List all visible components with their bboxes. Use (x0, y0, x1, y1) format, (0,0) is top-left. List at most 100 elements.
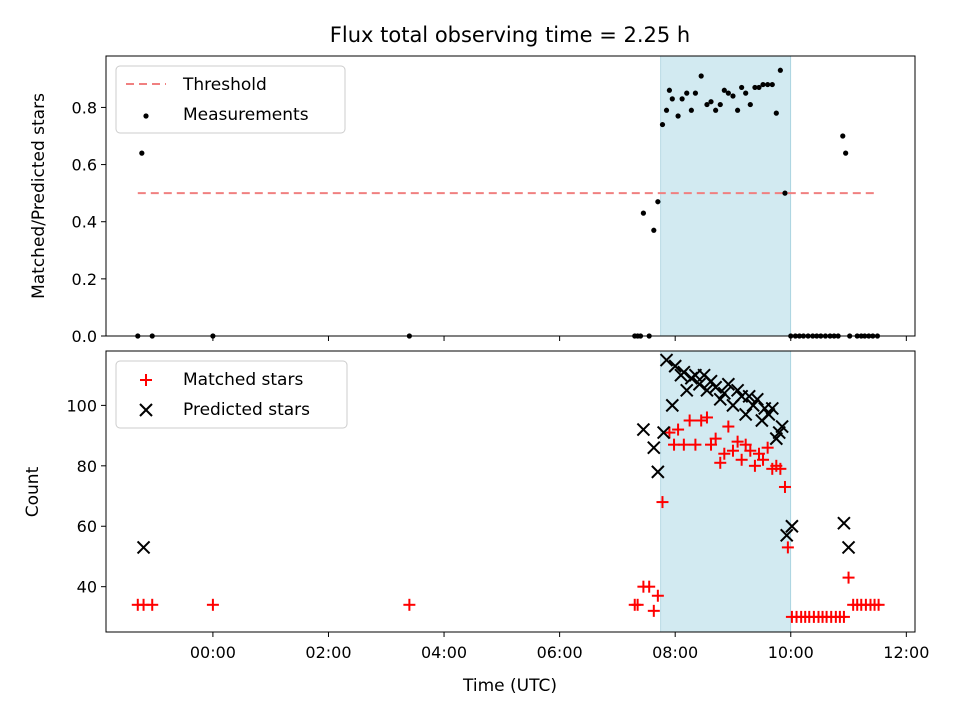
top-y-tick-label: 0.0 (72, 327, 97, 346)
predicted-star-point (668, 359, 682, 373)
matched-star-point (722, 420, 735, 433)
matched-star-point (403, 598, 416, 611)
top-y-ticks: 0.0 0.2 0.4 0.6 0.8 (72, 98, 106, 346)
matched-star-point (778, 480, 791, 493)
matched-star-point (672, 423, 685, 436)
measurement-point (752, 84, 758, 91)
measurement-point (739, 84, 745, 91)
matched-star-point (651, 589, 664, 602)
measurement-point (756, 84, 762, 91)
matched-star-point (731, 435, 744, 448)
predicted-star-point (636, 422, 651, 437)
measurement-point (675, 113, 681, 119)
measurement-point (725, 90, 731, 96)
measurement-point (747, 101, 753, 108)
top-axes-frame (105, 55, 916, 337)
matched-star-point (781, 541, 794, 554)
bottom-y-axis-label: Count (23, 466, 43, 517)
predicted-star-point (765, 401, 779, 416)
bottom-axes-frame (105, 350, 916, 633)
predicted-star-point (665, 398, 680, 413)
bottom-shaded-span (660, 350, 792, 633)
top-legend: Threshold Measurements (115, 65, 346, 134)
bottom-y-tick-label: 80 (77, 457, 97, 476)
bottom-x-tick-label: 12:00 (883, 643, 929, 662)
bottom-x-tick-label: 10:00 (768, 643, 814, 662)
legend-measurements-swatch (143, 113, 149, 119)
matched-star-point (677, 438, 690, 451)
bottom-x-tick-label: 08:00 (652, 643, 698, 662)
predicted-star-point (713, 392, 727, 407)
predicted-star-point (717, 386, 732, 401)
matched-star-point (744, 444, 757, 457)
predicted-star-point (700, 383, 714, 397)
predicted-star-point (647, 440, 661, 455)
predicted-star-point (721, 377, 736, 391)
predicted-star-point (136, 540, 151, 555)
matched-star-point (735, 453, 748, 466)
predicted-star-point (746, 398, 760, 413)
top-y-tick-label: 0.4 (72, 213, 97, 232)
legend-threshold-label: Threshold (182, 75, 267, 95)
measurement-point (698, 73, 704, 79)
predicted-star-point (841, 540, 856, 555)
bottom-x-tick-label: 02:00 (305, 643, 351, 662)
measurement-point (777, 67, 783, 73)
legend-matched-swatch (140, 374, 152, 386)
bottom-y-tick-label: 60 (77, 517, 97, 536)
matched-star-point (709, 432, 722, 445)
bottom-x-tick-label: 00:00 (190, 643, 236, 662)
measurement-point (640, 210, 647, 216)
matched-star-point (705, 438, 718, 451)
predicted-stars-points (136, 353, 856, 555)
predicted-star-point (651, 465, 665, 479)
matched-star-point (714, 456, 727, 469)
bottom-y-tick-label: 100 (66, 396, 97, 415)
measurement-point (651, 227, 657, 233)
matched-star-point (718, 447, 731, 460)
top-y-tick-label: 0.2 (72, 270, 97, 289)
matched-star-point (837, 610, 850, 623)
bottom-legend: Matched stars Predicted stars (115, 360, 348, 429)
measurement-point (765, 81, 771, 88)
predicted-star-point (680, 383, 694, 397)
matched-star-point (631, 598, 644, 611)
bottom-y-ticks: 40 60 80 100 (66, 396, 106, 597)
matched-star-point (726, 444, 739, 457)
measurement-point (717, 101, 723, 108)
measurement-point (840, 133, 846, 139)
measurement-point (684, 90, 690, 96)
measurement-point (679, 96, 685, 102)
legend-predicted-label: Predicted stars (183, 400, 310, 420)
matched-star-point (206, 598, 219, 611)
legend-measurements-label: Measurements (183, 105, 309, 125)
predicted-star-point (656, 425, 671, 440)
matched-star-point (842, 571, 855, 584)
predicted-star-point (775, 419, 789, 434)
legend-predicted-swatch (139, 403, 153, 417)
measurement-point (734, 107, 741, 113)
measurement-point (769, 81, 775, 88)
top-y-axis-label: Matched/Predicted stars (29, 93, 49, 299)
matched-star-point (683, 414, 696, 427)
top-x-ticks (212, 336, 907, 341)
matched-star-point (643, 580, 656, 593)
measurement-point (669, 96, 675, 102)
predicted-star-point (780, 528, 794, 543)
matched-star-point (872, 598, 885, 611)
bottom-x-ticks: 00:00 02:00 04:00 06:00 08:00 10:00 12:00 (190, 632, 929, 662)
top-y-tick-label: 0.8 (72, 98, 97, 117)
measurement-point (721, 87, 727, 93)
predicted-star-point (742, 389, 756, 404)
measurement-point (659, 121, 666, 128)
measurement-point (692, 90, 699, 96)
measurement-point (704, 101, 710, 108)
predicted-star-point (692, 377, 707, 391)
measurement-point (730, 93, 736, 99)
bottom-x-tick-label: 04:00 (421, 643, 467, 662)
predicted-star-point (762, 407, 776, 422)
predicted-star-point (730, 383, 745, 397)
matched-star-point (761, 441, 774, 454)
bottom-panel: 40 60 80 100 00:00 02:00 04:00 06:00 08:00 10:00… (23, 350, 929, 696)
bottom-y-tick-label: 40 (77, 578, 97, 597)
